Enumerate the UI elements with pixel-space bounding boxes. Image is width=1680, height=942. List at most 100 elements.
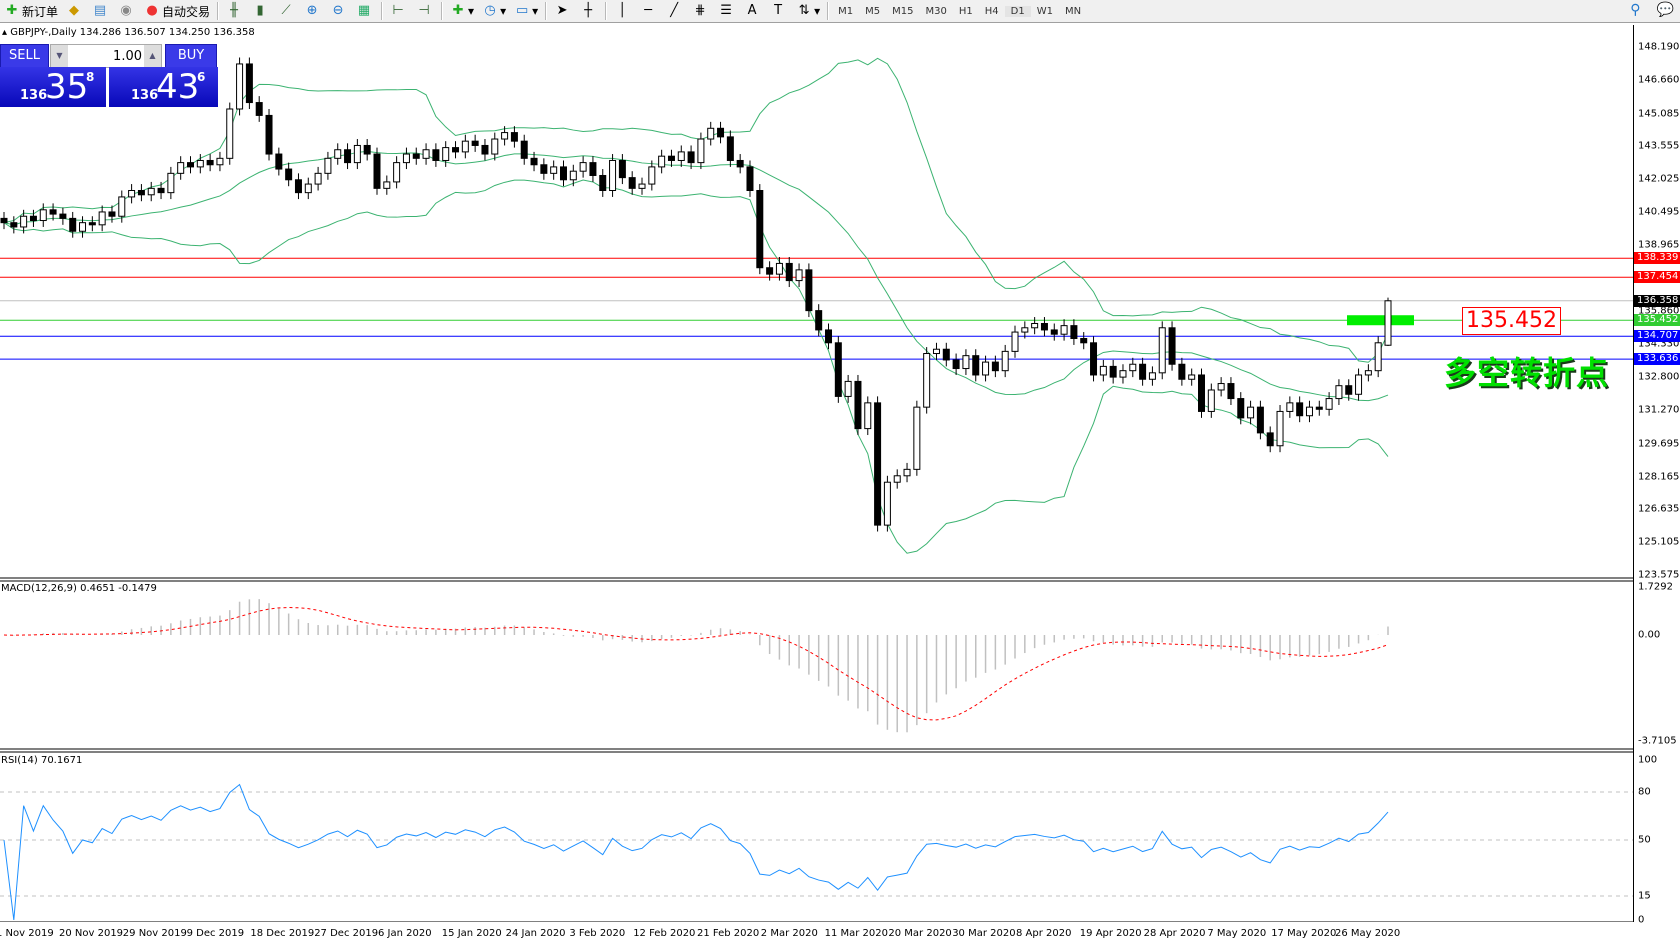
horizontal-line-button[interactable]: ─ — [636, 1, 662, 21]
bear-candle — [452, 147, 460, 153]
lot-increase-button[interactable]: ▲ — [144, 45, 161, 67]
metaeditor-button[interactable]: ◆ — [62, 1, 88, 21]
date-axis-label: 8 Apr 2020 — [1016, 928, 1072, 939]
line-chart-button[interactable]: ⟋ — [274, 1, 300, 21]
bear-candle — [481, 144, 489, 155]
bear-candle — [137, 190, 145, 196]
bear-candle — [618, 159, 626, 179]
bar-chart-icon: ╫ — [230, 3, 238, 18]
rsi-axis-label: 50 — [1638, 834, 1651, 846]
tile-windows-button[interactable]: ▦ — [352, 1, 378, 21]
lot-input[interactable] — [68, 45, 144, 67]
sell-button[interactable]: SELL — [0, 44, 49, 68]
autoscroll-button[interactable]: ⊣ — [412, 1, 438, 21]
buy-button[interactable]: BUY — [165, 44, 217, 68]
bar-chart-button[interactable]: ╫ — [222, 1, 248, 21]
arrows-button[interactable]: ⇅ ▾ — [792, 1, 824, 21]
timeframe-d1[interactable]: D1 — [1004, 5, 1031, 17]
timeframe-h1[interactable]: H1 — [958, 5, 973, 17]
bear-candle — [628, 177, 636, 189]
timeframe-mn[interactable]: MN — [1064, 5, 1082, 17]
bear-candle — [952, 359, 960, 370]
sell-price[interactable]: 136 35 8 — [0, 67, 106, 107]
chart-canvas[interactable] — [0, 25, 1633, 922]
zoom-in-button[interactable]: ⊕ — [300, 1, 326, 21]
metaeditor-icon: ◆ — [69, 3, 80, 18]
price-axis-label: 140.495 — [1638, 206, 1680, 218]
one-click-trading-panel: SELL ▼ ▲ BUY 136 35 8 136 43 6 — [0, 44, 218, 108]
trendline-button[interactable]: ╱ — [662, 1, 688, 21]
bull-candle — [402, 153, 410, 164]
bull-candle — [893, 475, 901, 483]
timeframe-m5[interactable]: M5 — [865, 5, 881, 17]
search-icon[interactable]: ⚲ — [1630, 2, 1641, 18]
bull-candle — [1384, 300, 1392, 346]
bull-candle — [128, 190, 136, 198]
zoom-out-button[interactable]: ⊖ — [326, 1, 352, 21]
vertical-line-button[interactable]: │ — [610, 1, 636, 21]
chat-icon[interactable]: 💬 — [1656, 2, 1674, 18]
auto-trading-button[interactable]: ● 自动交易 — [140, 1, 214, 21]
chart-shift-button[interactable]: ⊢ — [386, 1, 412, 21]
date-axis-label: 7 May 2020 — [1207, 928, 1267, 939]
timeframe-m1[interactable]: M1 — [838, 5, 854, 17]
candlestick-button[interactable]: ▮ — [248, 1, 274, 21]
bear-candle — [599, 174, 607, 192]
price-level-tag: 134.707 — [1634, 330, 1680, 343]
bear-candle — [667, 155, 675, 161]
bull-candle — [903, 468, 911, 477]
rsi-line — [3, 783, 1389, 921]
date-axis-label: 27 Dec 2019 — [314, 928, 379, 939]
lot-decrease-button[interactable]: ▼ — [51, 45, 68, 67]
cursor-button[interactable]: ➤ — [550, 1, 576, 21]
bear-candle — [88, 222, 96, 226]
price-axis-label: 138.965 — [1638, 239, 1680, 251]
bull-candle — [707, 127, 715, 140]
bear-candle — [942, 348, 950, 361]
bull-candle — [1364, 370, 1372, 376]
text-button[interactable]: A — [740, 1, 766, 21]
templates-button[interactable]: ▭ ▾ — [515, 3, 539, 18]
chart-window[interactable] — [0, 25, 1634, 922]
bear-candle — [471, 140, 479, 146]
price-axis-label: 148.190 — [1638, 41, 1680, 53]
timeframe-m30[interactable]: M30 — [925, 5, 947, 17]
price-axis-label: 128.165 — [1638, 471, 1680, 483]
bear-candle — [687, 151, 695, 164]
candlestick-icon: ▮ — [256, 3, 264, 18]
crosshair-button[interactable]: ┼ — [576, 1, 602, 21]
annotation-text[interactable]: 多空转折点 — [1444, 354, 1610, 392]
bull-candle — [1355, 374, 1363, 395]
date-axis-label: 6 Jan 2020 — [378, 928, 432, 939]
toolbar-separator — [217, 2, 220, 20]
macd-signal-line — [3, 606, 1389, 721]
timeframe-m15[interactable]: M15 — [892, 5, 914, 17]
timeframe-h4[interactable]: H4 — [984, 5, 999, 17]
autoscroll-icon: ⊣ — [418, 3, 430, 18]
level-label-box[interactable]: 135.452 — [1462, 307, 1561, 335]
indicators-button[interactable]: ✚ ▾ — [446, 1, 478, 21]
bull-candle — [579, 162, 587, 172]
text-icon: A — [747, 3, 757, 18]
fibo-button[interactable]: ⋕ — [688, 1, 714, 21]
channel-button[interactable]: ☰ — [714, 1, 740, 21]
bear-candle — [530, 157, 538, 166]
bear-candle — [1315, 406, 1323, 410]
bear-candle — [766, 267, 774, 275]
text-label-button[interactable]: T — [766, 1, 792, 21]
bull-candle — [304, 183, 312, 194]
bull-candle — [1129, 363, 1137, 372]
periods-button[interactable]: ◷ ▾ — [478, 1, 510, 21]
bull-candle — [491, 138, 499, 155]
price-axis-label: 142.025 — [1638, 173, 1680, 185]
bear-candle — [412, 153, 420, 159]
bull-candle — [353, 144, 361, 164]
new-order-button[interactable]: ✚ 新订单 — [0, 1, 62, 21]
navigator-button[interactable]: ▤ — [88, 1, 114, 21]
buy-price[interactable]: 136 43 6 — [109, 67, 218, 107]
timeframe-w1[interactable]: W1 — [1036, 5, 1053, 17]
date-axis-label: 20 Mar 2020 — [888, 928, 952, 939]
bull-candle — [442, 147, 450, 161]
bear-candle — [1345, 385, 1353, 395]
signals-button[interactable]: ◉ — [114, 1, 140, 21]
